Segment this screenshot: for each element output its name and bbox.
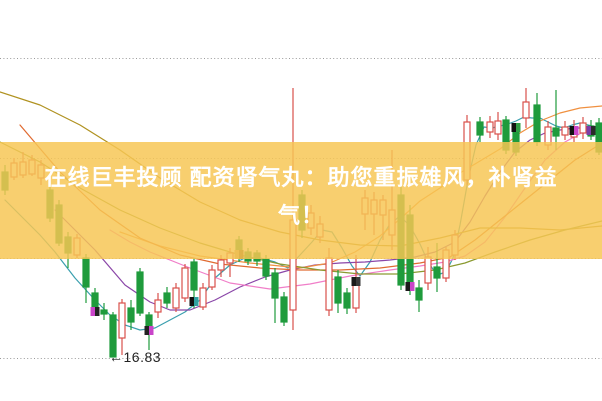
candle xyxy=(552,127,560,137)
candle xyxy=(100,309,108,315)
candle xyxy=(82,257,90,288)
candle xyxy=(190,261,198,291)
candle xyxy=(433,266,441,279)
candle xyxy=(118,302,126,339)
candle xyxy=(271,272,279,299)
candle xyxy=(533,104,541,143)
promo-banner-text: 在线巨丰投顾 配资肾气丸：助您重振雄风，补肾益 气！ xyxy=(0,159,602,235)
candle xyxy=(127,307,135,323)
candle xyxy=(262,258,270,277)
candle xyxy=(334,276,342,304)
candle xyxy=(343,292,351,309)
low-price-annotation: ←16.83 xyxy=(109,349,162,365)
promo-banner-overlay: 在线巨丰投顾 配资肾气丸：助您重振雄风，补肾益 气！ xyxy=(0,142,602,259)
candle xyxy=(325,257,333,311)
candle xyxy=(154,299,162,313)
candle xyxy=(561,126,569,136)
candle xyxy=(352,284,360,309)
candle xyxy=(217,259,225,271)
candle xyxy=(199,287,207,308)
candle xyxy=(494,120,502,135)
candle xyxy=(280,296,288,323)
promo-banner-line-2: 气！ xyxy=(277,203,324,228)
candle xyxy=(486,121,494,133)
trade-markers xyxy=(90,123,596,335)
candle xyxy=(172,287,180,309)
candle xyxy=(415,287,423,301)
candle xyxy=(163,292,171,304)
candle xyxy=(424,256,432,284)
candle xyxy=(522,101,530,119)
candle xyxy=(579,122,587,134)
candle xyxy=(136,271,144,314)
candle xyxy=(181,267,189,299)
candle xyxy=(476,121,484,136)
candle xyxy=(208,269,216,288)
candle xyxy=(109,314,117,358)
promo-banner-line-1: 在线巨丰投顾 配资肾气丸：助您重振雄风，补肾益 xyxy=(44,165,558,190)
